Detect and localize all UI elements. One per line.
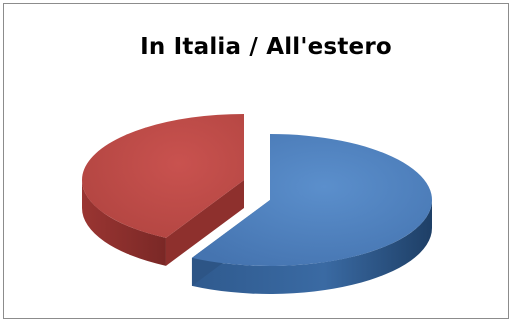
pie-slice-blue [191,134,432,295]
chart-title: In Italia / All'estero [140,34,392,60]
pie-slice-red [81,114,244,266]
